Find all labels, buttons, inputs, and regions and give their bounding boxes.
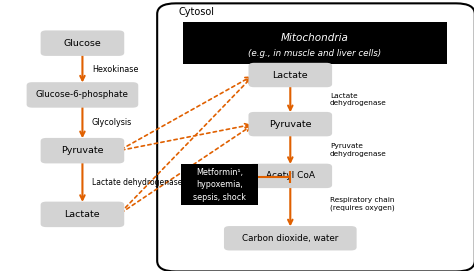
Text: Mitochondria: Mitochondria [281,33,349,43]
Text: Metformin¹,
hypoxemia,
sepsis, shock: Metformin¹, hypoxemia, sepsis, shock [193,167,246,202]
FancyBboxPatch shape [157,3,474,271]
FancyBboxPatch shape [183,22,447,64]
Text: (e.g., in muscle and liver cells): (e.g., in muscle and liver cells) [248,49,382,58]
Text: Glycolysis: Glycolysis [92,118,132,127]
FancyBboxPatch shape [224,226,356,250]
Text: Lactate dehydrogenase: Lactate dehydrogenase [92,178,182,187]
Text: Pyruvate: Pyruvate [61,146,104,155]
FancyBboxPatch shape [181,164,257,205]
FancyBboxPatch shape [41,202,124,227]
Text: Lactate
dehydrogenase: Lactate dehydrogenase [330,93,387,106]
Text: Glucose: Glucose [64,39,101,48]
Text: Glucose-6-phosphate: Glucose-6-phosphate [36,91,129,99]
Text: Cytosol: Cytosol [178,7,214,17]
FancyBboxPatch shape [248,63,332,87]
Text: Lactate: Lactate [64,210,100,219]
FancyBboxPatch shape [27,82,138,108]
Text: Acetyl CoA: Acetyl CoA [266,171,315,180]
FancyBboxPatch shape [41,138,124,163]
Text: Pyruvate: Pyruvate [269,120,311,129]
Text: Hexokinase: Hexokinase [92,64,138,73]
FancyBboxPatch shape [41,30,124,56]
FancyBboxPatch shape [248,164,332,188]
Text: Respiratory chain
(requires oxygen): Respiratory chain (requires oxygen) [330,197,395,211]
Text: Pyruvate
dehydrogenase: Pyruvate dehydrogenase [330,143,387,157]
FancyBboxPatch shape [248,112,332,136]
Text: Lactate: Lactate [273,70,308,79]
Text: Carbon dioxide, water: Carbon dioxide, water [242,234,338,243]
